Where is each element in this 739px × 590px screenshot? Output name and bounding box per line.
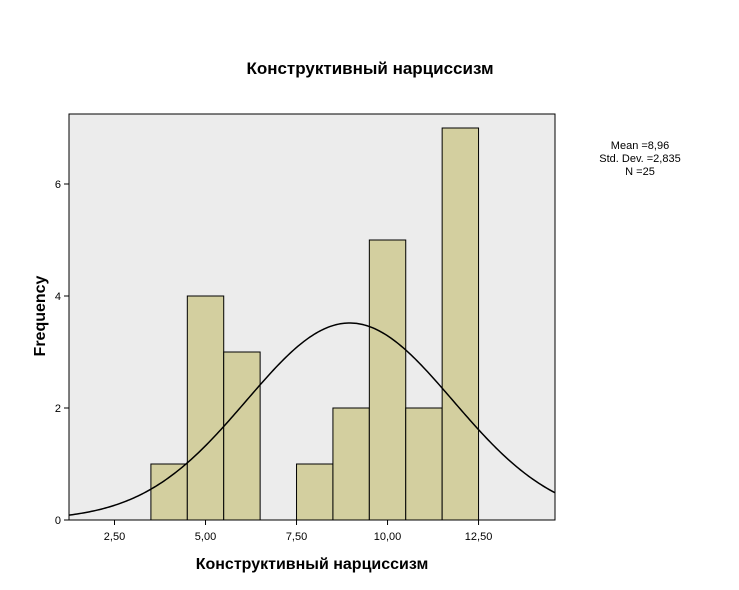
stat-mean: Mean =8,96 [611,140,669,152]
x-tick-label: 7,50 [286,531,307,543]
y-tick-label: 0 [55,515,61,527]
x-tick-label: 2,50 [104,531,125,543]
x-tick-label: 12,50 [465,531,493,543]
x-axis: 2,50 5,00 7,50 10,00 12,50 [104,520,493,543]
x-axis-title: Конструктивный нарциссизм [196,556,429,573]
x-tick-label: 5,00 [195,531,216,543]
stat-std-dev: Std. Dev. =2,835 [599,153,680,165]
normal-curve [68,322,556,516]
stats-box: Mean =8,96 Std. Dev. =2,835 N =25 [599,140,680,178]
histogram-bar [405,407,443,521]
histogram-bar [296,463,334,521]
y-tick-label: 2 [55,403,61,415]
histogram-bar [223,351,261,521]
histogram-bar [186,295,225,521]
histogram-bar [441,127,480,521]
histogram-bar [368,239,407,521]
stat-n: N =25 [625,166,655,178]
y-tick-label: 6 [55,179,61,191]
histogram-bar [150,463,188,521]
histogram-bars [150,127,480,521]
y-axis-title: Frequency [32,275,49,356]
x-tick-label: 10,00 [374,531,402,543]
y-axis: 0 2 4 6 [55,179,69,527]
plot-area [68,113,556,521]
y-tick-label: 4 [55,291,61,303]
histogram-bar [332,407,370,521]
chart-title: Конструктивный нарциссизм [246,59,493,78]
